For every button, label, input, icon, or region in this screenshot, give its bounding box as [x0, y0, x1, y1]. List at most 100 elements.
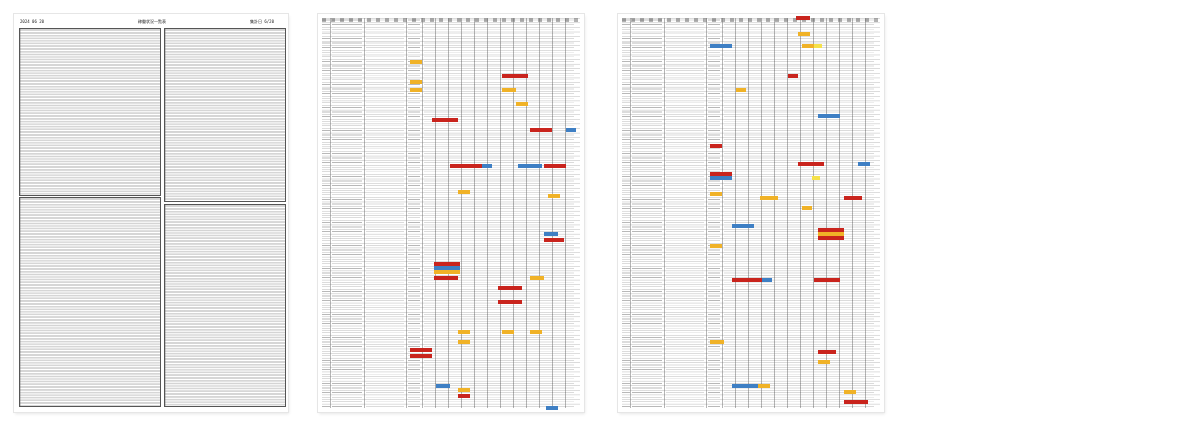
orange-status-cell: [802, 44, 814, 48]
blue-status-cell: [566, 128, 576, 132]
blue-status-cell: [732, 224, 754, 228]
red-status-cell: [410, 348, 432, 352]
orange-status-cell: [516, 102, 528, 106]
blue-status-cell: [762, 278, 772, 282]
column-divider: [552, 18, 553, 408]
column-divider: [800, 18, 801, 408]
table-block-top-right: [164, 28, 286, 202]
blue-status-cell: [436, 384, 450, 388]
orange-status-cell: [710, 192, 722, 196]
red-status-cell: [498, 300, 522, 304]
yellow-status-cell: [812, 176, 820, 180]
detail-column: [366, 18, 404, 408]
red-status-cell: [530, 128, 552, 132]
orange-status-cell: [760, 196, 778, 200]
orange-status-cell: [758, 384, 770, 388]
red-status-cell: [468, 164, 482, 168]
value-columns: [724, 18, 874, 408]
orange-status-cell: [818, 360, 830, 364]
name-column: [332, 18, 362, 408]
column-divider: [761, 18, 762, 408]
orange-status-cell: [502, 330, 514, 334]
column-divider: [461, 18, 462, 408]
column-divider: [774, 18, 775, 408]
yellow-status-cell: [814, 44, 822, 48]
value-columns: [424, 18, 574, 408]
column-divider: [852, 18, 853, 408]
column-divider: [826, 18, 827, 408]
blue-status-cell: [858, 162, 870, 166]
column-divider: [500, 18, 501, 408]
red-status-cell: [818, 350, 836, 354]
blue-status-cell: [544, 232, 558, 236]
summary-sheet-page: 2024 06 20 稼働状況一覧表 集計日 6/20: [14, 14, 288, 412]
orange-status-cell: [736, 88, 746, 92]
red-status-cell: [818, 228, 844, 232]
grid-rows: [622, 18, 880, 408]
red-status-cell: [498, 286, 522, 290]
orange-status-cell: [458, 340, 470, 344]
name-column: [632, 18, 662, 408]
orange-status-cell: [802, 206, 812, 210]
header-title: 稼働状況一覧表: [138, 19, 166, 24]
column-divider: [474, 18, 475, 408]
column-divider: [722, 18, 723, 408]
red-status-cell: [844, 196, 862, 200]
column-divider: [813, 18, 814, 408]
column-divider: [706, 18, 707, 408]
column-divider: [448, 18, 449, 408]
blue-status-cell: [518, 164, 542, 168]
red-status-cell: [434, 276, 458, 280]
red-status-cell: [818, 236, 844, 240]
column-divider: [406, 18, 407, 408]
table-block-bottom-left: [19, 197, 161, 407]
column-divider: [422, 18, 423, 408]
blue-status-cell: [546, 406, 558, 410]
header-right: 集計日 6/20: [249, 19, 274, 24]
column-divider: [865, 18, 866, 408]
red-status-cell: [410, 354, 432, 358]
column-divider: [839, 18, 840, 408]
red-status-cell: [432, 118, 458, 122]
blue-status-cell: [482, 164, 492, 168]
red-status-cell: [710, 172, 732, 176]
orange-status-cell: [410, 80, 422, 84]
id-column: [322, 18, 330, 408]
red-status-cell: [814, 278, 840, 282]
orange-status-cell: [530, 330, 542, 334]
column-divider: [364, 18, 365, 408]
orange-status-cell: [710, 340, 724, 344]
id-column: [622, 18, 630, 408]
red-status-cell: [458, 394, 470, 398]
blue-status-cell: [710, 176, 732, 180]
orange-status-cell: [458, 190, 470, 194]
orange-status-cell: [798, 32, 810, 36]
orange-status-cell: [530, 276, 544, 280]
table-block-top-left: [19, 28, 161, 196]
red-status-cell: [788, 74, 798, 78]
blue-status-cell: [434, 266, 460, 270]
blue-status-cell: [732, 384, 758, 388]
column-divider: [630, 18, 631, 408]
orange-status-cell: [844, 390, 856, 394]
column-divider: [565, 18, 566, 408]
header-date: 2024 06 20: [20, 19, 45, 24]
orange-status-cell: [410, 60, 422, 64]
blue-status-cell: [710, 44, 732, 48]
grid-rows: [322, 18, 580, 408]
code-column: [708, 18, 720, 408]
orange-status-cell: [502, 88, 516, 92]
red-status-cell: [798, 162, 824, 166]
red-status-cell: [434, 262, 460, 266]
orange-status-cell: [410, 88, 422, 92]
orange-status-cell: [434, 270, 460, 274]
red-status-cell: [544, 238, 564, 242]
column-divider: [748, 18, 749, 408]
red-status-cell: [844, 400, 868, 404]
column-divider: [435, 18, 436, 408]
column-divider: [539, 18, 540, 408]
column-divider: [487, 18, 488, 408]
red-status-cell: [796, 16, 810, 20]
column-divider: [330, 18, 331, 408]
column-divider: [735, 18, 736, 408]
